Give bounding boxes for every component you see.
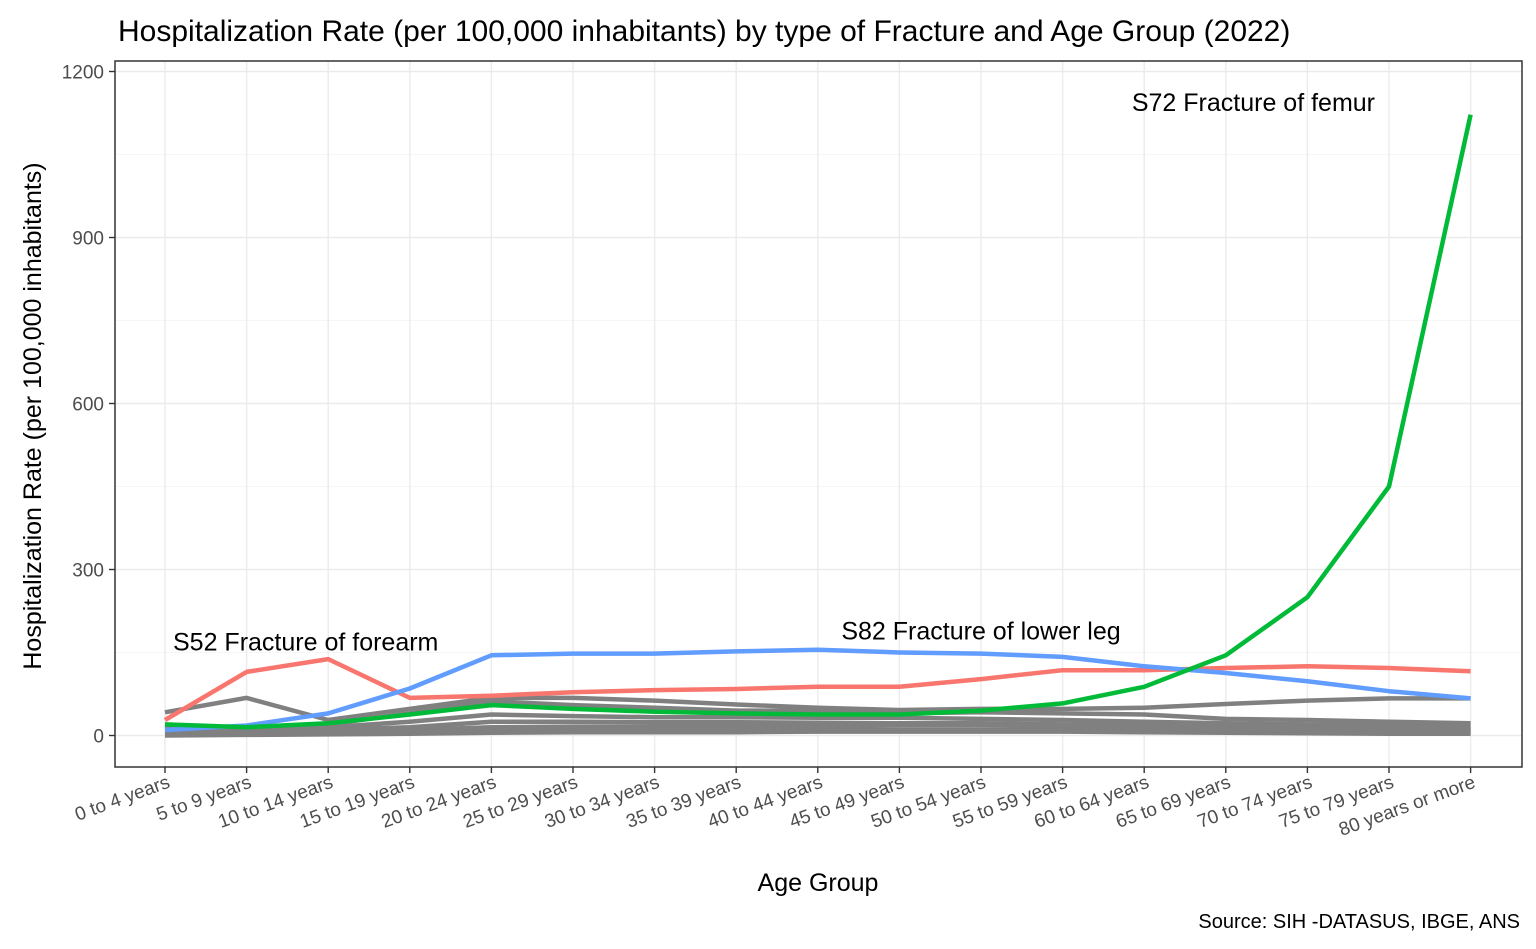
series-line-other-1 [164, 695, 1471, 723]
series-line-s82 [164, 647, 1471, 733]
grid [115, 61, 1522, 767]
y-tick-label: 0 [93, 727, 104, 748]
annotations: S52 Fracture of forearm S82 Fracture of l… [173, 89, 1375, 657]
series-line-other-3 [164, 712, 1471, 734]
y-tick-label: 900 [72, 229, 104, 250]
series-line-s72 [164, 114, 1473, 730]
source-caption: Source: SIH -DATASUS, IBGE, ANS [1198, 911, 1520, 933]
series-lines [163, 114, 1473, 738]
series-line-other-7 [164, 729, 1471, 738]
x-axis-title: Age Group [758, 869, 879, 897]
annotation-s52: S52 Fracture of forearm [173, 628, 438, 656]
annotation-s82: S82 Fracture of lower leg [841, 617, 1120, 645]
y-tick-label: 1200 [62, 63, 104, 84]
y-tick-label: 300 [72, 561, 104, 582]
x-tick-label: 80 years or more [1336, 772, 1478, 841]
chart-title: Hospitalization Rate (per 100,000 inhabi… [118, 15, 1290, 48]
y-axis-title: Hospitalization Rate (per 100,000 inhabi… [19, 162, 47, 669]
y-tick-label: 600 [72, 395, 104, 416]
series-line-s52 [163, 656, 1471, 722]
annotation-s72: S72 Fracture of femur [1132, 89, 1375, 117]
